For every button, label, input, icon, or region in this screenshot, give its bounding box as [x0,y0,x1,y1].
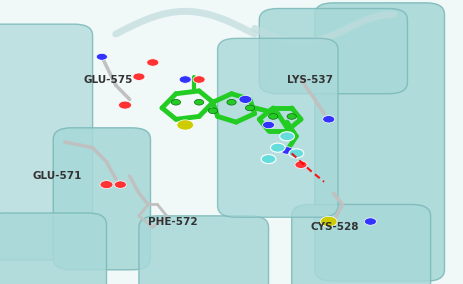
Circle shape [147,59,159,66]
FancyBboxPatch shape [315,3,444,281]
FancyBboxPatch shape [218,38,338,217]
Circle shape [114,181,126,188]
Circle shape [119,101,131,109]
Circle shape [270,143,285,152]
FancyBboxPatch shape [259,9,407,94]
Text: CYS-528: CYS-528 [310,222,359,232]
Circle shape [133,73,145,80]
Circle shape [177,120,194,130]
Circle shape [239,95,252,103]
Circle shape [289,149,304,158]
Circle shape [281,147,293,154]
Circle shape [263,121,275,129]
Circle shape [194,99,204,105]
FancyBboxPatch shape [0,213,106,284]
Text: GLU-571: GLU-571 [32,171,82,181]
Circle shape [280,132,294,141]
Circle shape [96,53,107,60]
Text: LYS-537: LYS-537 [287,74,333,85]
Circle shape [227,99,236,105]
Circle shape [269,114,278,119]
Circle shape [320,216,337,227]
Circle shape [179,76,191,83]
Circle shape [287,114,296,119]
FancyBboxPatch shape [53,128,150,270]
Text: PHE-572: PHE-572 [148,216,198,227]
Circle shape [100,181,113,189]
FancyBboxPatch shape [292,204,431,284]
Circle shape [171,99,181,105]
Text: GLU-575: GLU-575 [83,74,133,85]
FancyBboxPatch shape [0,24,93,260]
FancyBboxPatch shape [139,216,269,284]
Circle shape [364,218,376,225]
Circle shape [245,105,255,111]
Circle shape [295,161,307,168]
Circle shape [193,76,205,83]
Circle shape [323,116,335,123]
Circle shape [208,108,218,114]
Circle shape [261,154,276,164]
